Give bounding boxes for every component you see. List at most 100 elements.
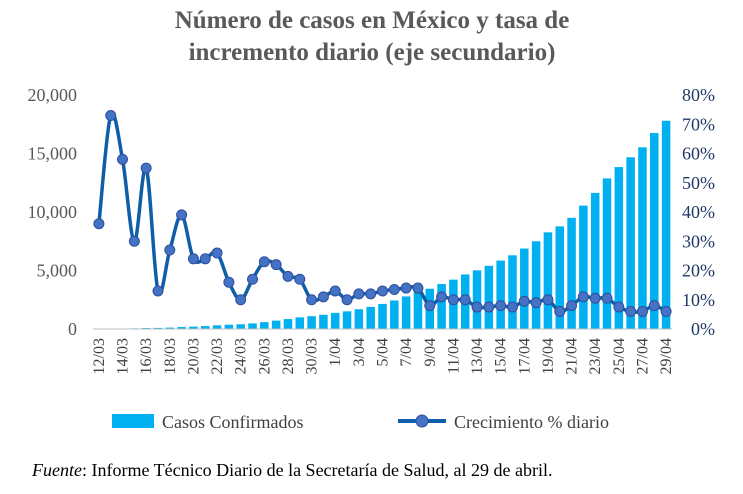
growth-point-11/04	[447, 294, 459, 306]
bar-28/03	[283, 319, 293, 329]
bar-18/03	[165, 327, 175, 329]
x-tick-label: 9/04	[422, 338, 439, 366]
y-left-tick-label: 10,000	[28, 202, 78, 222]
legend-bars-label: Casos Confirmados	[162, 412, 304, 432]
bar-23/04	[590, 192, 600, 329]
y-right-tick-label: 40%	[682, 202, 715, 222]
x-tick-label: 26/03	[256, 338, 273, 374]
growth-point-23/04	[589, 292, 601, 304]
x-tick-label: 7/04	[398, 338, 415, 366]
growth-point-10/04	[436, 291, 448, 303]
bar-15/04	[496, 260, 505, 329]
bar-22/03	[212, 325, 222, 329]
growth-point-5/04	[377, 285, 388, 297]
bar-5/04	[378, 303, 387, 329]
bar-29/03	[295, 317, 305, 329]
growth-point-29/03	[294, 273, 306, 285]
bar-28/04	[650, 133, 659, 329]
bar-27/03	[271, 320, 281, 329]
bar-19/03	[177, 327, 186, 329]
growth-point-19/04	[542, 294, 554, 306]
bar-4/04	[366, 306, 375, 329]
legend: Casos Confirmados Crecimiento % diario	[112, 412, 609, 432]
x-tick-label: 18/03	[162, 338, 179, 374]
y-axis-left: 0 5,000 10,000 15,000 20,000	[28, 85, 78, 339]
growth-point-15/03	[128, 235, 140, 247]
bar-24/03	[236, 324, 245, 329]
growth-point-7/04	[400, 282, 412, 294]
bar-25/03	[248, 323, 257, 329]
bar-26/03	[260, 322, 269, 329]
x-tick-label: 21/04	[564, 338, 581, 374]
source-text: : Informe Técnico Diario de la Secretarí…	[81, 460, 553, 480]
x-tick-label: 17/04	[516, 338, 533, 374]
growth-point-17/03	[152, 285, 164, 297]
growth-point-18/03	[164, 244, 176, 256]
bar-27/04	[638, 147, 647, 329]
y-left-tick-label: 0	[68, 319, 77, 339]
bar-30/03	[307, 316, 316, 329]
growth-point-21/04	[566, 300, 578, 312]
y-right-tick-label: 70%	[682, 114, 715, 134]
line-series	[93, 109, 672, 317]
growth-point-20/04	[554, 305, 566, 317]
chart-title-line-2: incremento diario (eje secundario)	[189, 39, 556, 66]
y-right-tick-label: 30%	[682, 231, 715, 251]
legend-bars-swatch	[112, 414, 154, 428]
growth-point-20/03	[187, 253, 199, 265]
bar-26/04	[626, 157, 635, 329]
growth-point-27/04	[636, 305, 648, 317]
bar-18/04	[531, 241, 541, 329]
growth-point-16/04	[506, 301, 518, 313]
bar-1/04	[330, 312, 340, 329]
x-axis-ticks: 12/03 14/03 16/03 18/03 20/03 22/03 24/03 26/03…	[91, 338, 675, 374]
growth-point-29/04	[660, 305, 672, 317]
growth-point-13/04	[471, 301, 483, 313]
x-tick-label: 20/03	[185, 338, 202, 374]
bar-6/04	[390, 300, 399, 329]
growth-point-28/03	[282, 270, 294, 282]
growth-point-22/03	[211, 247, 223, 259]
legend-line-label: Crecimiento % diario	[454, 412, 609, 432]
growth-point-14/04	[483, 301, 495, 313]
y-right-tick-label: 10%	[682, 290, 715, 310]
growth-point-16/03	[140, 162, 152, 174]
growth-point-28/04	[648, 300, 660, 312]
x-tick-label: 5/04	[375, 338, 392, 366]
x-tick-label: 19/04	[540, 338, 557, 374]
y-right-tick-label: 60%	[682, 144, 715, 164]
growth-point-9/04	[424, 300, 436, 312]
growth-point-23/03	[223, 276, 235, 288]
x-tick-label: 15/04	[493, 338, 510, 374]
source-label: Fuente	[32, 460, 82, 480]
bar-31/03	[319, 314, 328, 329]
growth-point-15/04	[495, 300, 507, 312]
x-tick-label: 1/04	[327, 338, 344, 366]
bar-21/04	[567, 217, 576, 329]
growth-point-24/04	[601, 292, 613, 304]
legend-line-marker	[415, 414, 429, 428]
growth-point-30/03	[306, 294, 318, 306]
bar-13/04	[472, 270, 482, 329]
bar-29/04	[661, 120, 671, 329]
growth-point-25/04	[613, 301, 625, 313]
y-right-tick-label: 50%	[682, 173, 715, 193]
x-tick-label: 25/04	[611, 338, 628, 374]
growth-point-6/04	[388, 284, 400, 296]
growth-point-8/04	[412, 282, 424, 294]
bar-22/04	[579, 205, 588, 329]
bar-8/04	[413, 291, 423, 329]
growth-point-1/04	[329, 285, 341, 297]
chart-title-line-1: Número de casos en México y tasa de	[175, 7, 570, 34]
x-tick-label: 23/04	[587, 338, 604, 374]
y-right-tick-label: 0%	[691, 319, 715, 339]
x-tick-label: 12/03	[91, 338, 108, 374]
x-tick-label: 30/03	[304, 338, 321, 374]
bar-10/04	[437, 284, 446, 329]
bar-25/04	[614, 167, 624, 329]
growth-point-22/04	[577, 291, 589, 303]
bar-23/03	[224, 324, 234, 329]
bar-3/04	[354, 309, 364, 329]
bar-14/04	[484, 265, 494, 329]
x-tick-label: 22/03	[209, 338, 226, 374]
